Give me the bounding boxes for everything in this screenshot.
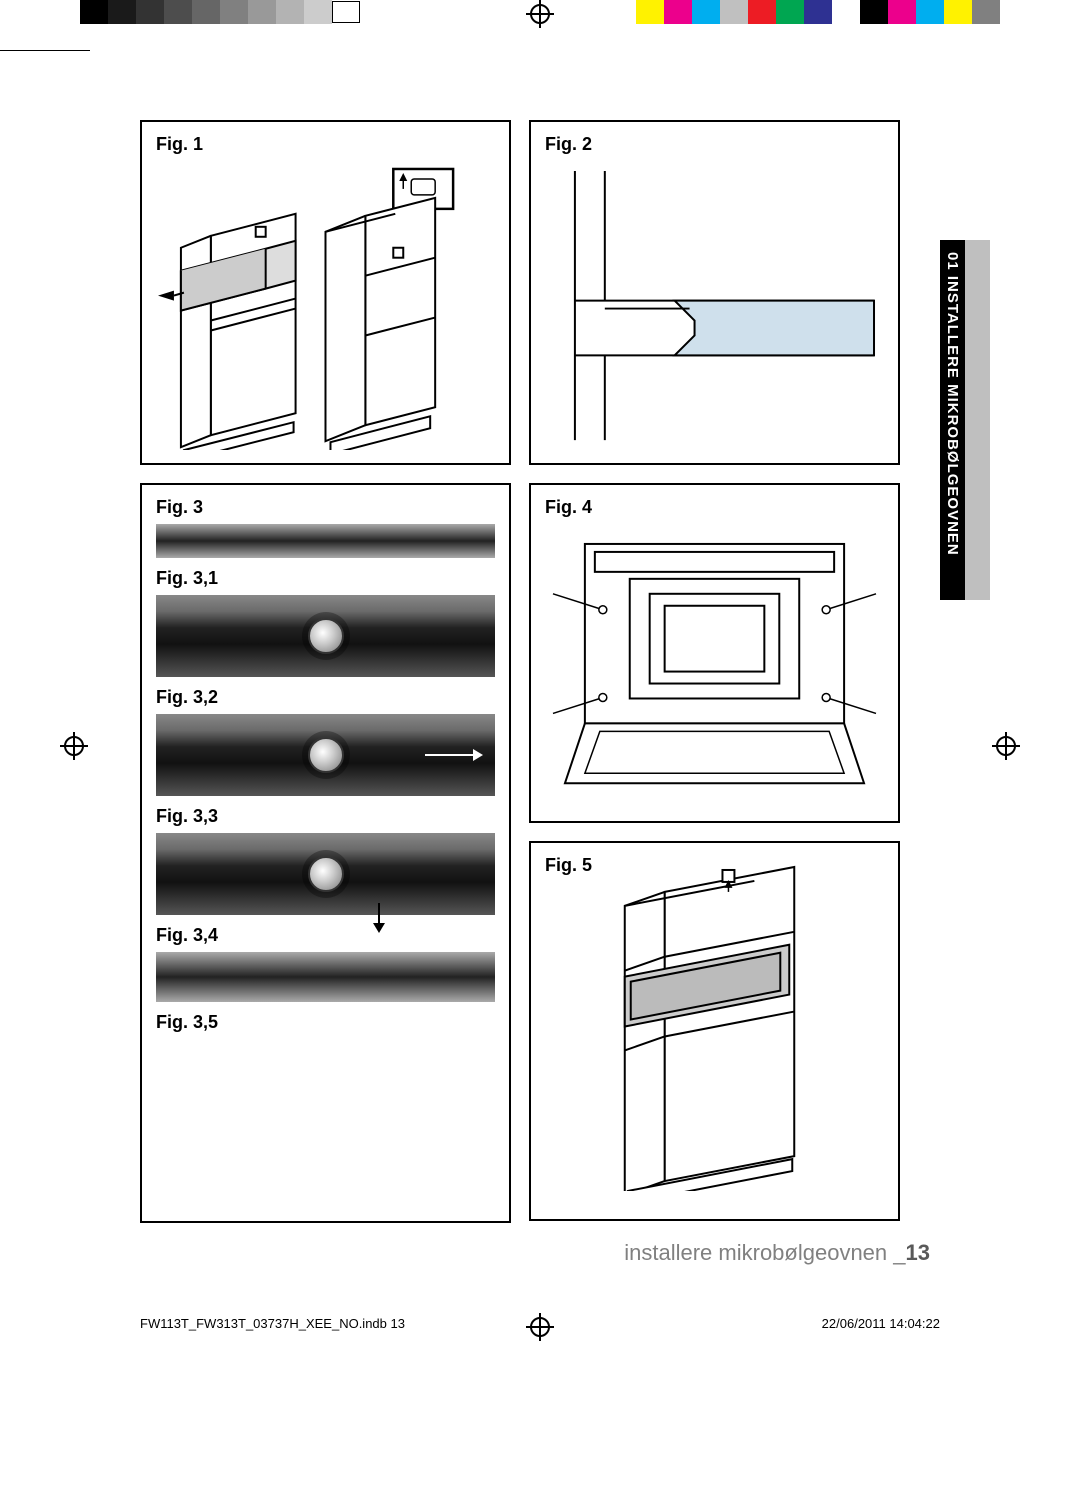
figure-label: Fig. 3,1 xyxy=(156,568,495,589)
swatch xyxy=(80,0,108,24)
photo-knob-icon xyxy=(156,833,495,915)
figure-label: Fig. 3,2 xyxy=(156,687,495,708)
swatch xyxy=(692,0,720,24)
figure-label: Fig. 4 xyxy=(545,497,884,518)
swatch xyxy=(220,0,248,24)
section-tab-shadow xyxy=(965,240,990,600)
color-bar xyxy=(636,0,1000,24)
figure-1-panel: Fig. 1 xyxy=(140,120,511,465)
swatch xyxy=(804,0,832,24)
installed-cabinet-icon xyxy=(545,862,884,1191)
swatch xyxy=(276,0,304,24)
swatch xyxy=(164,0,192,24)
figure-label: Fig. 1 xyxy=(156,134,495,155)
photo-rail-icon xyxy=(156,524,495,558)
registration-mark-icon xyxy=(60,732,88,760)
footer-text: installere mikrobølgeovnen _ xyxy=(624,1240,905,1265)
swatch xyxy=(248,0,276,24)
photo-knob-icon xyxy=(156,595,495,677)
arrow-down-icon xyxy=(373,903,385,933)
page-content: Fig. 1 xyxy=(140,120,900,1230)
greyscale-bar xyxy=(80,0,360,24)
page-number: 13 xyxy=(906,1240,930,1265)
swatch xyxy=(136,0,164,24)
figure-label: Fig. 5 xyxy=(545,855,592,876)
figure-label: Fig. 2 xyxy=(545,134,884,155)
oven-front-icon xyxy=(545,524,884,803)
photo-knob-arrow-icon xyxy=(156,714,495,796)
cabinet-diagram-icon xyxy=(156,161,495,450)
crop-line xyxy=(0,50,90,51)
swatch xyxy=(888,0,916,24)
registration-mark-icon xyxy=(992,732,1020,760)
section-tab-label: 01 INSTALLERE MIKROBØLGEOVNEN xyxy=(940,240,965,600)
figure-label: Fig. 3,5 xyxy=(156,1012,495,1033)
figure-label: Fig. 3,4 xyxy=(156,925,495,946)
swatch xyxy=(720,0,748,24)
swatch xyxy=(664,0,692,24)
left-column: Fig. 1 xyxy=(140,120,511,1230)
figure-4-panel: Fig. 4 xyxy=(529,483,900,823)
figure-3-panel: Fig. 3 Fig. 3,1 Fig. 3,2 Fig. 3,3 Fig. 3… xyxy=(140,483,511,1223)
page-footer: installere mikrobølgeovnen _13 xyxy=(624,1240,930,1266)
swatch xyxy=(860,0,888,24)
swatch xyxy=(332,1,360,23)
figure-label: Fig. 3,3 xyxy=(156,806,495,827)
imprint-file: FW113T_FW313T_03737H_XEE_NO.indb 13 xyxy=(140,1316,405,1331)
swatch xyxy=(636,0,664,24)
swatch xyxy=(748,0,776,24)
figure-label: Fig. 3 xyxy=(156,497,495,518)
swatch xyxy=(108,0,136,24)
swatch xyxy=(304,0,332,24)
imprint-line: FW113T_FW313T_03737H_XEE_NO.indb 13 22/0… xyxy=(140,1316,940,1331)
swatch xyxy=(776,0,804,24)
registration-mark-icon xyxy=(526,0,554,28)
figure-5-panel: Fig. 5 xyxy=(529,841,900,1221)
photo-rail-icon xyxy=(156,952,495,1002)
swatch xyxy=(832,0,860,24)
swatch xyxy=(972,0,1000,24)
swatch xyxy=(916,0,944,24)
imprint-datetime: 22/06/2011 14:04:22 xyxy=(822,1316,940,1331)
section-tab: 01 INSTALLERE MIKROBØLGEOVNEN xyxy=(940,240,990,600)
right-column: Fig. 2 Fig. 4 xyxy=(529,120,900,1230)
swatch xyxy=(192,0,220,24)
side-profile-icon xyxy=(545,161,884,450)
swatch xyxy=(944,0,972,24)
figure-2-panel: Fig. 2 xyxy=(529,120,900,465)
